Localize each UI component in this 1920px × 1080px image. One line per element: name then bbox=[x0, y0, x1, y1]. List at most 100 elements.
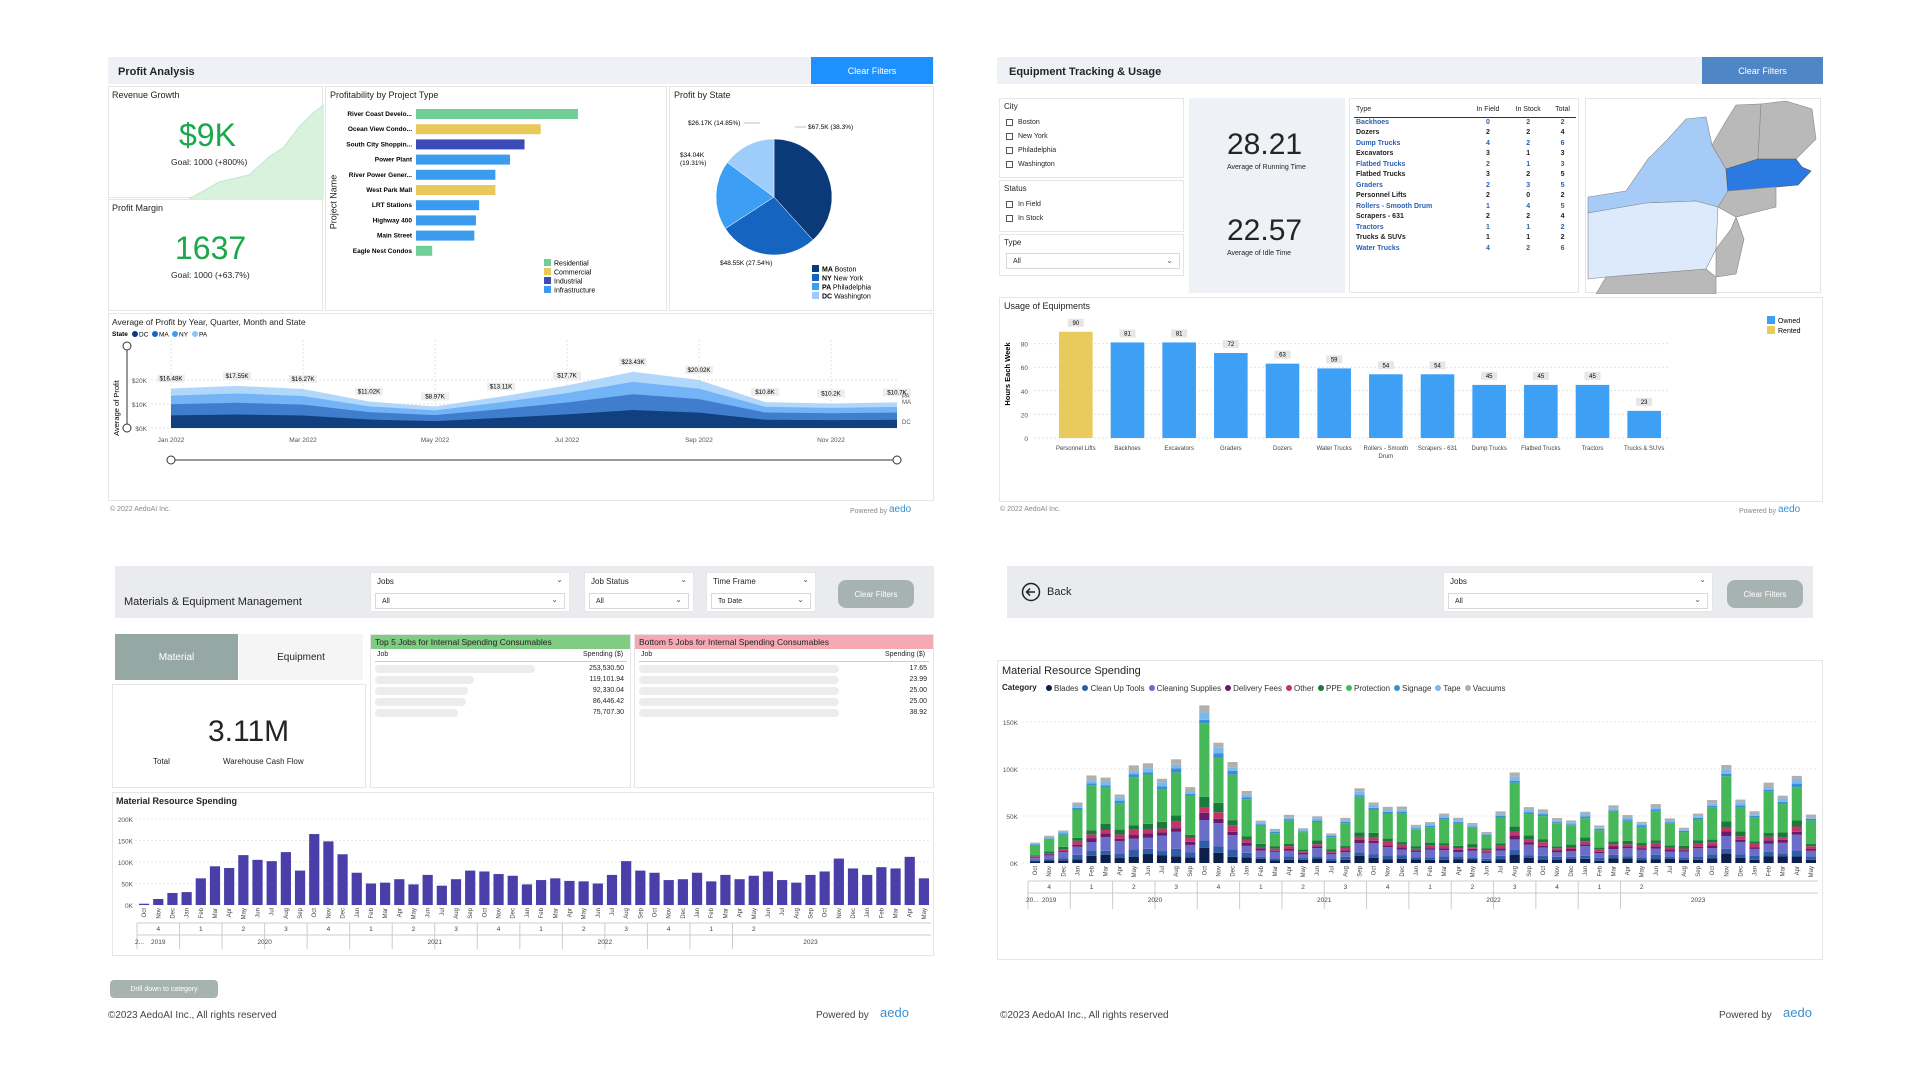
stacked-bar-segment[interactable] bbox=[1283, 846, 1295, 850]
stacked-bar-segment[interactable] bbox=[1199, 723, 1210, 797]
stacked-bar-segment[interactable] bbox=[1255, 846, 1266, 849]
stacked-bar-segment[interactable] bbox=[1439, 816, 1450, 818]
stacked-bar-segment[interactable] bbox=[1707, 842, 1718, 846]
spending-bar[interactable] bbox=[918, 878, 930, 905]
legend-item[interactable]: Cleaning Supplies bbox=[1148, 682, 1221, 694]
stacked-bar-segment[interactable] bbox=[1791, 783, 1802, 788]
clear-filters-button[interactable]: Clear Filters bbox=[811, 57, 933, 84]
stacked-bar-segment[interactable] bbox=[1537, 842, 1548, 846]
stacked-bar-segment[interactable] bbox=[1566, 849, 1577, 851]
stacked-bar-segment[interactable] bbox=[1551, 850, 1563, 853]
spending-bar[interactable] bbox=[394, 879, 405, 905]
stacked-bar-segment[interactable] bbox=[1354, 791, 1365, 796]
spending-bar[interactable] bbox=[252, 859, 263, 905]
stacked-bar-segment[interactable] bbox=[1410, 851, 1422, 858]
stacked-bar-segment[interactable] bbox=[1777, 856, 1788, 863]
stacked-bar-segment[interactable] bbox=[1805, 817, 1817, 819]
type-dropdown[interactable]: All ⌄ bbox=[1006, 253, 1180, 269]
spending-bar[interactable] bbox=[663, 880, 674, 905]
spending-bar[interactable] bbox=[649, 872, 660, 905]
stacked-bar-segment[interactable] bbox=[1580, 844, 1591, 847]
stacked-bar-segment[interactable] bbox=[1269, 831, 1280, 834]
pie-slice[interactable] bbox=[727, 138, 775, 198]
checkbox[interactable] bbox=[1006, 118, 1013, 126]
stacked-bar-segment[interactable] bbox=[1185, 844, 1196, 853]
stacked-bar-segment[interactable] bbox=[1410, 850, 1422, 852]
clear-filters-button[interactable]: Clear Filters bbox=[1727, 580, 1803, 608]
stacked-bar-segment[interactable] bbox=[1580, 855, 1591, 859]
stacked-bar-segment[interactable] bbox=[1382, 811, 1393, 814]
spending-bar[interactable] bbox=[734, 879, 745, 905]
stacked-bar-segment[interactable] bbox=[1622, 816, 1633, 820]
stacked-bar-segment[interactable] bbox=[1636, 827, 1647, 844]
stacked-bar-segment[interactable] bbox=[1580, 858, 1591, 863]
stacked-bar-segment[interactable] bbox=[1227, 835, 1238, 850]
stacked-bar-segment[interactable] bbox=[1072, 805, 1083, 808]
stacked-bar-segment[interactable] bbox=[1636, 843, 1647, 846]
stacked-bar-segment[interactable] bbox=[1791, 775, 1802, 781]
stacked-bar-segment[interactable] bbox=[1763, 856, 1774, 863]
stacked-bar-segment[interactable] bbox=[1199, 796, 1210, 808]
stacked-bar-segment[interactable] bbox=[1171, 759, 1182, 765]
stacked-bar-segment[interactable] bbox=[1072, 837, 1083, 841]
stacked-bar-segment[interactable] bbox=[1622, 858, 1633, 863]
legend-item[interactable]: Tape bbox=[1435, 682, 1461, 694]
stacked-bar-segment[interactable] bbox=[1340, 823, 1351, 847]
stacked-bar-segment[interactable] bbox=[1199, 847, 1210, 863]
stacked-bar-segment[interactable] bbox=[1707, 839, 1718, 843]
clear-filters-button[interactable]: Clear Filters bbox=[838, 580, 914, 608]
stacked-bar-segment[interactable] bbox=[1227, 849, 1238, 857]
stacked-bar-segment[interactable] bbox=[1481, 848, 1492, 851]
stacked-bar-segment[interactable] bbox=[1029, 857, 1041, 859]
stacked-bar-segment[interactable] bbox=[1439, 845, 1450, 849]
city-option[interactable]: Boston bbox=[1006, 117, 1040, 127]
stacked-bar-segment[interactable] bbox=[1523, 807, 1534, 810]
spending-bar[interactable] bbox=[833, 858, 844, 905]
stacked-bar-segment[interactable] bbox=[1707, 805, 1718, 808]
stacked-bar-segment[interactable] bbox=[1763, 787, 1774, 790]
stacked-bar-segment[interactable] bbox=[1594, 830, 1605, 848]
stacked-bar-segment[interactable] bbox=[1396, 806, 1407, 810]
stacked-bar-segment[interactable] bbox=[1664, 847, 1675, 850]
stacked-bar-segment[interactable] bbox=[1326, 849, 1337, 852]
spending-bar[interactable] bbox=[323, 841, 334, 905]
stacked-bar-segment[interactable] bbox=[1580, 816, 1591, 819]
stacked-bar-segment[interactable] bbox=[1044, 838, 1055, 839]
spending-bar[interactable] bbox=[521, 884, 533, 905]
stacked-bar-segment[interactable] bbox=[1312, 821, 1323, 841]
stacked-bar-segment[interactable] bbox=[1763, 840, 1774, 844]
spending-bar[interactable] bbox=[876, 867, 887, 905]
legend-item[interactable]: Signage bbox=[1394, 682, 1431, 694]
stacked-bar-segment[interactable] bbox=[1481, 850, 1492, 853]
stacked-bar-segment[interactable] bbox=[1467, 848, 1478, 851]
stacked-bar-segment[interactable] bbox=[1523, 844, 1534, 856]
stacked-bar-segment[interactable] bbox=[1368, 857, 1379, 863]
stacked-bar-segment[interactable] bbox=[1495, 811, 1506, 815]
table-row[interactable]: Tractors 1 1 2 bbox=[1354, 222, 1576, 233]
stacked-bar-segment[interactable] bbox=[1058, 852, 1069, 859]
stacked-bar-segment[interactable] bbox=[1396, 844, 1407, 848]
stacked-bar-segment[interactable] bbox=[1495, 815, 1506, 818]
stacked-bar-segment[interactable] bbox=[1142, 833, 1153, 838]
stacked-bar-segment[interactable] bbox=[1424, 823, 1436, 826]
stacked-bar-segment[interactable] bbox=[1791, 820, 1802, 827]
spending-bar[interactable] bbox=[564, 880, 575, 905]
stacked-bar-segment[interactable] bbox=[1283, 859, 1295, 863]
spending-bar[interactable] bbox=[195, 878, 206, 905]
spending-bar[interactable] bbox=[621, 861, 632, 905]
stacked-bar-segment[interactable] bbox=[1509, 850, 1520, 855]
stacked-bar-segment[interactable] bbox=[1171, 848, 1182, 857]
stacked-bar-segment[interactable] bbox=[1199, 840, 1210, 848]
stacked-bar-segment[interactable] bbox=[1537, 845, 1548, 848]
stacked-bar-segment[interactable] bbox=[1495, 817, 1506, 844]
stacked-bar-segment[interactable] bbox=[1495, 814, 1506, 816]
stacked-bar-segment[interactable] bbox=[1410, 826, 1422, 829]
stacked-bar-segment[interactable] bbox=[1749, 814, 1760, 816]
stacked-bar-segment[interactable] bbox=[1199, 719, 1210, 724]
stacked-bar-segment[interactable] bbox=[1551, 859, 1563, 863]
stacked-bar-segment[interactable] bbox=[1721, 827, 1732, 832]
stacked-bar-segment[interactable] bbox=[1269, 848, 1280, 851]
stacked-bar-segment[interactable] bbox=[1283, 819, 1295, 821]
stacked-bar-segment[interactable] bbox=[1580, 837, 1591, 842]
stacked-bar-segment[interactable] bbox=[1029, 844, 1041, 856]
